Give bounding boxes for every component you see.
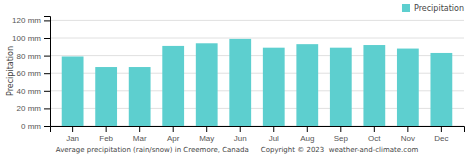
axis-domain xyxy=(44,17,51,127)
tick-mark xyxy=(206,126,207,132)
x-tick: Feb xyxy=(99,126,113,143)
tick-mark xyxy=(44,126,50,127)
grid xyxy=(50,20,464,126)
tick-label: Apr xyxy=(167,134,180,143)
grid-line xyxy=(50,38,464,39)
tick-label: Feb xyxy=(99,134,113,143)
chart: 0 mm 20 mm 40 mm 60 mm 80 mm 100 mm 120 mm Jan F… xyxy=(0,0,474,156)
tick-label: 60 mm xyxy=(17,69,42,78)
y-axis: 0 mm 20 mm 40 mm 60 mm 80 mm 100 mm 120 mm xyxy=(12,16,50,131)
tick-mark xyxy=(441,126,442,132)
bar xyxy=(129,67,151,126)
bar xyxy=(296,44,318,126)
bar xyxy=(162,46,184,126)
axis-domain xyxy=(51,127,465,133)
bar xyxy=(95,67,117,126)
tick-mark xyxy=(106,126,107,132)
x-axis-title: Average precipitation (rain/snow) in Cre… xyxy=(56,146,249,154)
bar xyxy=(330,48,352,126)
tick-mark xyxy=(340,126,341,132)
x-tick: Sep xyxy=(334,126,349,143)
legend-swatch xyxy=(402,4,410,12)
tick-label: 40 mm xyxy=(17,87,42,96)
tick-mark xyxy=(273,126,274,132)
tick-label: Jan xyxy=(66,134,79,143)
y-tick: 0 mm xyxy=(21,122,50,131)
bar xyxy=(397,49,419,126)
legend-label: Precipitation xyxy=(414,4,464,13)
bar xyxy=(196,43,218,126)
plot: 0 mm 20 mm 40 mm 60 mm 80 mm 100 mm 120 mm Jan F… xyxy=(12,16,464,142)
y-tick: 20 mm xyxy=(17,104,50,113)
tick-label: 80 mm xyxy=(17,52,42,61)
tick-label: May xyxy=(199,134,214,143)
tick-label: Nov xyxy=(401,134,415,143)
y-tick: 40 mm xyxy=(17,87,50,96)
x-tick: Oct xyxy=(368,126,381,143)
x-tick: May xyxy=(199,126,214,143)
x-tick: Mar xyxy=(133,126,147,143)
legend: Precipitation xyxy=(402,4,464,13)
tick-mark xyxy=(44,38,50,39)
x-axis: Jan Feb Mar Apr May Jun Jul Aug Sep Oct Nov Dec xyxy=(51,126,465,143)
y-tick: 80 mm xyxy=(17,52,50,61)
bar xyxy=(229,39,251,126)
bars xyxy=(62,39,453,126)
tick-label: 100 mm xyxy=(12,34,41,43)
tick-mark xyxy=(44,91,50,92)
y-tick: 60 mm xyxy=(17,69,50,78)
bar xyxy=(263,48,285,126)
tick-mark xyxy=(44,108,50,109)
x-tick: Jun xyxy=(234,126,247,143)
tick-mark xyxy=(44,56,50,57)
tick-mark xyxy=(307,126,308,132)
grid-line xyxy=(50,20,464,21)
bar xyxy=(363,45,385,126)
tick-label: 120 mm xyxy=(12,16,41,25)
y-axis-title: Precipitation xyxy=(6,46,15,96)
tick-mark xyxy=(173,126,174,132)
tick-mark xyxy=(44,20,50,21)
y-tick: 120 mm xyxy=(12,16,50,25)
x-tick: Aug xyxy=(300,126,314,143)
tick-label: Jul xyxy=(269,134,279,143)
bar xyxy=(430,53,452,126)
tick-label: 20 mm xyxy=(17,104,42,113)
x-tick: Jan xyxy=(66,126,79,143)
tick-label: Dec xyxy=(434,134,448,143)
tick-mark xyxy=(407,126,408,132)
tick-label: Oct xyxy=(368,134,381,143)
tick-mark xyxy=(44,73,50,74)
x-tick: Jul xyxy=(269,126,279,143)
annotation: Copyright © 2023 weather-and-climate.com xyxy=(261,146,419,154)
tick-mark xyxy=(240,126,241,132)
tick-label: Sep xyxy=(334,134,349,143)
y-tick: 100 mm xyxy=(12,34,50,43)
x-tick: Dec xyxy=(434,126,448,143)
tick-mark xyxy=(139,126,140,132)
tick-mark xyxy=(72,126,73,132)
tick-label: 0 mm xyxy=(21,122,41,131)
x-tick: Apr xyxy=(167,126,180,143)
bar xyxy=(62,56,84,126)
tick-label: Jun xyxy=(234,134,247,143)
tick-label: Mar xyxy=(133,134,147,143)
tick-label: Aug xyxy=(300,134,314,143)
tick-mark xyxy=(374,126,375,132)
x-tick: Nov xyxy=(401,126,415,143)
